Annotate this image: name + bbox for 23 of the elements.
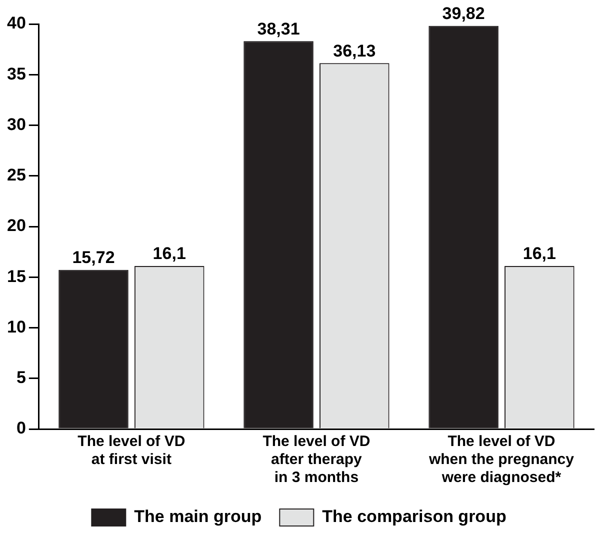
data-label: 15,72 bbox=[72, 248, 115, 268]
bar bbox=[244, 41, 314, 428]
y-tick-label: 25 bbox=[6, 166, 26, 185]
legend-label: The comparison group bbox=[322, 507, 506, 526]
x-tick-label: The level of VD when the pregnancy were diagnosed* bbox=[428, 433, 575, 486]
y-tick-label: 5 bbox=[16, 368, 26, 388]
data-label: 36,13 bbox=[333, 41, 376, 60]
y-tick-label: 40 bbox=[6, 14, 26, 33]
data-label: 39,82 bbox=[442, 4, 485, 24]
x-tick-label: The level of VD after therapy in 3 months bbox=[262, 433, 370, 486]
data-label: 16,1 bbox=[522, 244, 556, 264]
legend-label: The main group bbox=[134, 507, 262, 526]
y-tick-label: 20 bbox=[6, 216, 26, 236]
bar bbox=[428, 26, 498, 428]
y-tick-label: 30 bbox=[6, 114, 26, 134]
y-tick-label: 10 bbox=[6, 317, 26, 336]
y-tick-label: 15 bbox=[6, 266, 26, 286]
y-tick-label: 0 bbox=[16, 418, 26, 438]
y-tick-label: 35 bbox=[6, 64, 26, 84]
x-tick-label: The level of VD at first visit bbox=[78, 433, 186, 468]
data-label: 16,1 bbox=[152, 244, 186, 264]
data-label: 38,31 bbox=[257, 19, 300, 38]
bar bbox=[58, 270, 128, 428]
